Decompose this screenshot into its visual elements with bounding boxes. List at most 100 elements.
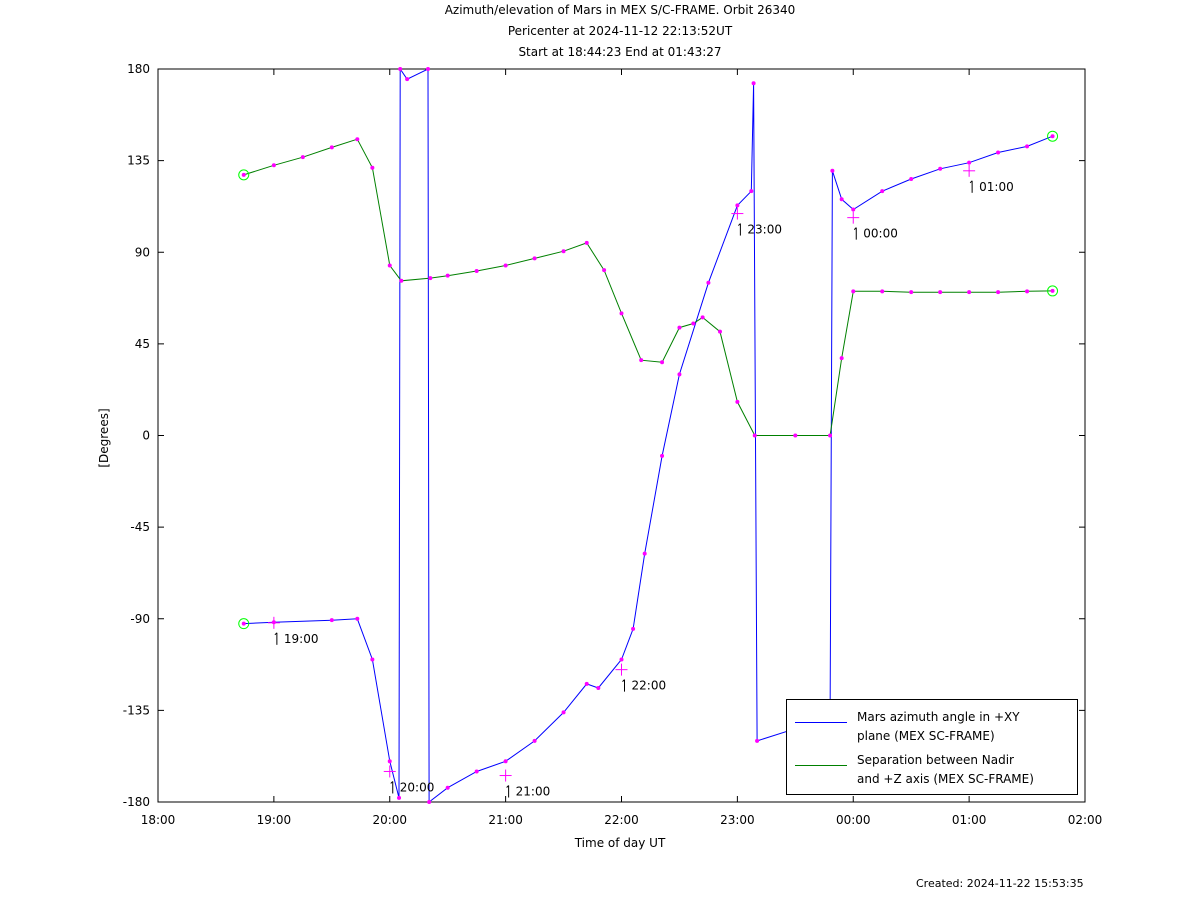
data-point bbox=[561, 249, 566, 254]
data-point bbox=[405, 77, 410, 82]
data-point bbox=[300, 155, 305, 160]
data-point bbox=[880, 289, 885, 294]
data-point bbox=[1025, 289, 1030, 294]
data-point bbox=[387, 759, 392, 764]
data-point bbox=[474, 769, 479, 774]
data-point bbox=[851, 289, 856, 294]
data-point bbox=[660, 360, 665, 365]
y-tick-label: 45 bbox=[135, 337, 150, 351]
data-point bbox=[639, 358, 644, 363]
legend-label-azimuth: Mars azimuth angle in +XY plane (MEX SC-… bbox=[857, 708, 1077, 746]
data-point bbox=[700, 315, 705, 320]
plot-frame bbox=[157, 68, 1086, 803]
y-tick-label: -90 bbox=[130, 612, 150, 626]
data-point bbox=[445, 785, 450, 790]
data-point bbox=[691, 321, 696, 326]
data-point bbox=[996, 150, 1001, 155]
data-point bbox=[996, 290, 1001, 295]
hour-pointer-head bbox=[274, 632, 278, 636]
data-point bbox=[1050, 134, 1055, 139]
x-tick-label: 21:00 bbox=[488, 813, 523, 827]
data-point bbox=[397, 795, 402, 800]
y-tick-label: 0 bbox=[142, 429, 150, 443]
marker-layer bbox=[238, 67, 1059, 804]
chart-title-line-2: Pericenter at 2024-11-12 22:13:52UT bbox=[507, 24, 733, 38]
created-timestamp: Created: 2024-11-22 15:53:35 bbox=[916, 877, 1084, 890]
y-tick-label: 180 bbox=[127, 62, 150, 76]
data-point bbox=[830, 168, 835, 173]
data-point bbox=[909, 290, 914, 295]
hour-label: 23:00 bbox=[747, 223, 782, 237]
x-tick-label: 02:00 bbox=[1068, 813, 1103, 827]
legend-label-separation-line-1: Separation between Nadir bbox=[857, 753, 1014, 767]
hour-annotations: 19:00 20:00 21:00 22:00 23:00 00:00 01:00 bbox=[267, 164, 1014, 799]
data-point bbox=[399, 278, 404, 283]
data-point bbox=[642, 551, 647, 556]
legend-swatch-separation bbox=[795, 765, 847, 766]
y-axis-label: [Degrees] bbox=[97, 408, 111, 468]
data-point bbox=[445, 273, 450, 278]
endpoint-marker bbox=[238, 618, 250, 630]
hour-label: 20:00 bbox=[400, 780, 435, 794]
data-point bbox=[532, 256, 537, 261]
data-point bbox=[751, 81, 756, 86]
y-tick-label: -135 bbox=[123, 703, 150, 717]
data-point bbox=[938, 166, 943, 171]
chart-title-line-1: Azimuth/elevation of Mars in MEX S/C-FRA… bbox=[444, 3, 796, 17]
hour-label: 22:00 bbox=[632, 679, 667, 693]
data-point bbox=[752, 433, 757, 438]
hour-pointer-head bbox=[853, 227, 857, 230]
data-point bbox=[584, 240, 589, 245]
legend-label-azimuth-line-1: Mars azimuth angle in +XY bbox=[857, 710, 1020, 724]
data-point bbox=[938, 290, 943, 295]
data-point bbox=[828, 433, 833, 438]
chart-title-line-3: Start at 18:44:23 End at 01:43:27 bbox=[518, 45, 722, 59]
hour-pointer-head bbox=[506, 785, 509, 788]
data-point bbox=[561, 710, 566, 715]
data-point bbox=[660, 453, 665, 458]
data-point bbox=[851, 207, 856, 212]
data-point bbox=[1050, 288, 1055, 293]
x-tick-label: 01:00 bbox=[952, 813, 987, 827]
data-point bbox=[677, 325, 682, 330]
data-point bbox=[271, 163, 276, 168]
endpoint-marker bbox=[238, 169, 250, 181]
hour-pointer-head bbox=[390, 781, 394, 784]
x-axis-label: Time of day UT bbox=[574, 836, 666, 850]
data-point bbox=[967, 290, 972, 295]
series-line-separation bbox=[243, 138, 1053, 436]
data-point bbox=[596, 685, 601, 690]
data-point bbox=[428, 276, 433, 281]
data-point bbox=[370, 165, 375, 170]
data-point bbox=[909, 176, 914, 181]
data-point bbox=[677, 372, 682, 377]
data-point bbox=[355, 616, 360, 621]
data-point bbox=[967, 160, 972, 165]
x-tick-label: 19:00 bbox=[257, 813, 292, 827]
data-point bbox=[735, 203, 740, 208]
data-point bbox=[503, 759, 508, 764]
data-point bbox=[387, 263, 392, 268]
hour-label: 01:00 bbox=[979, 180, 1014, 194]
legend-label-separation: Separation between Nadir and +Z axis (ME… bbox=[857, 751, 1077, 789]
data-point bbox=[370, 657, 375, 662]
data-point bbox=[241, 621, 246, 626]
legend-swatch-azimuth bbox=[795, 722, 847, 723]
y-tick-label: -180 bbox=[123, 795, 150, 809]
data-point bbox=[717, 329, 722, 334]
data-point bbox=[755, 738, 760, 743]
data-point bbox=[749, 189, 754, 194]
hour-pointer-head bbox=[738, 223, 741, 226]
hour-pointer-head bbox=[969, 180, 973, 184]
legend: Mars azimuth angle in +XY plane (MEX SC-… bbox=[786, 699, 1078, 795]
hour-label: 21:00 bbox=[516, 785, 551, 799]
data-point bbox=[503, 263, 508, 268]
hour-pointer-head bbox=[622, 679, 625, 683]
data-point bbox=[532, 738, 537, 743]
data-point bbox=[839, 356, 844, 361]
data-point bbox=[631, 626, 636, 631]
data-point bbox=[735, 399, 740, 404]
data-point bbox=[241, 172, 246, 177]
x-tick-label: 20:00 bbox=[372, 813, 407, 827]
